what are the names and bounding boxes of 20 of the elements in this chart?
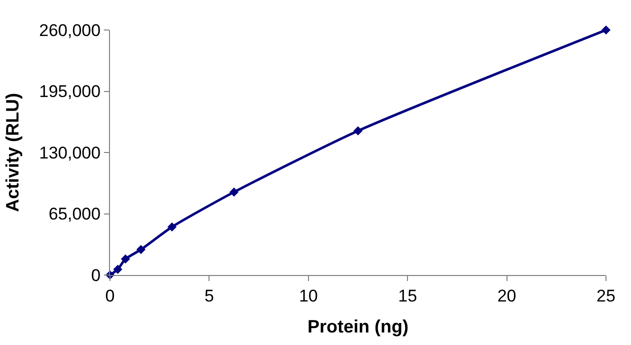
x-axis-title: Protein (ng) (308, 316, 408, 336)
y-tick-label: 0 (91, 266, 101, 285)
point (167, 222, 177, 232)
x-tick-label: 0 (105, 286, 115, 306)
x-tick-label: 15 (398, 286, 418, 306)
point (113, 264, 122, 274)
x-tick-label: 5 (204, 286, 214, 306)
point (353, 126, 363, 136)
point (120, 254, 130, 264)
point (136, 245, 146, 254)
x-tick-label: 20 (497, 286, 516, 306)
point (229, 188, 239, 197)
y-tick-label: 260,000 (39, 20, 101, 40)
y-tick-label: 195,000 (39, 82, 101, 102)
y-tick-label: 65,000 (48, 204, 101, 224)
y-tick-label: 130,000 (39, 143, 101, 162)
point (601, 25, 611, 35)
x-tick-label: 25 (596, 286, 616, 306)
x-tick-label: 10 (298, 286, 318, 306)
y-axis-title: Activity (RLU) (2, 92, 22, 212)
